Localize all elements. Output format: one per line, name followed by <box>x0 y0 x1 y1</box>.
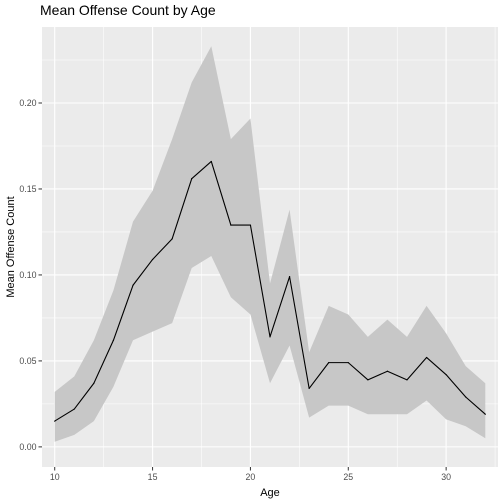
x-tick-label: 25 <box>343 472 353 482</box>
x-tick-label: 15 <box>148 472 158 482</box>
data-point <box>151 258 154 261</box>
data-point <box>171 238 173 240</box>
y-tick-label: 0.10 <box>19 270 36 280</box>
data-point <box>230 224 232 226</box>
data-point <box>112 339 115 341</box>
data-point <box>308 387 310 390</box>
chart-title: Mean Offense Count by Age <box>40 2 216 18</box>
x-tick-label: 10 <box>50 472 60 482</box>
data-point <box>132 284 134 286</box>
y-tick-label: 0.20 <box>19 98 36 108</box>
y-tick-label: 0.00 <box>19 442 36 452</box>
data-point <box>93 382 95 384</box>
data-point <box>73 408 75 410</box>
data-point <box>406 379 408 381</box>
x-axis-ticks: 10 15 20 25 30 <box>50 467 451 482</box>
data-point <box>249 224 252 226</box>
data-point <box>288 276 291 278</box>
data-point <box>425 356 428 359</box>
data-point <box>484 413 486 415</box>
x-tick-label: 30 <box>441 472 451 482</box>
data-point <box>210 160 212 163</box>
y-axis-title: Mean Offense Count <box>5 196 17 297</box>
data-point <box>328 362 330 364</box>
data-point <box>347 362 349 364</box>
data-point <box>465 396 467 398</box>
data-point <box>386 370 389 372</box>
data-point <box>367 379 369 381</box>
data-point <box>191 178 193 180</box>
y-axis-ticks: 0.00 0.05 0.10 0.15 0.20 <box>19 98 42 452</box>
x-axis-title: Age <box>260 487 280 499</box>
data-point <box>269 336 271 338</box>
y-tick-label: 0.15 <box>19 184 36 194</box>
data-points <box>54 160 486 422</box>
data-point <box>445 374 447 376</box>
data-point <box>54 420 56 422</box>
confidence-ribbon <box>54 46 486 442</box>
y-tick-label: 0.05 <box>19 356 36 366</box>
x-tick-label: 20 <box>246 472 256 482</box>
